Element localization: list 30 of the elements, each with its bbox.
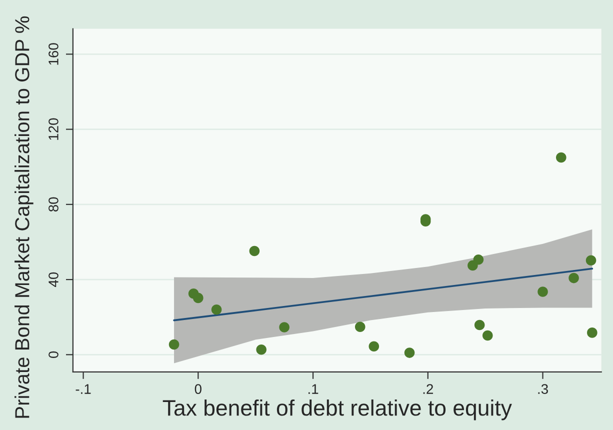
point <box>211 304 222 315</box>
x-tick-label: 0 <box>194 384 202 394</box>
x-tick-label: .3 <box>538 384 548 394</box>
line-series <box>173 268 594 322</box>
point <box>249 246 260 256</box>
point <box>368 341 380 352</box>
point <box>473 254 484 265</box>
point <box>586 255 596 266</box>
y-tick-label: 120 <box>48 118 58 140</box>
point <box>538 286 548 297</box>
point <box>354 322 366 332</box>
point <box>193 292 204 304</box>
point <box>482 330 493 341</box>
x-tick-label: .1 <box>308 384 318 394</box>
x-tick-label: .2 <box>423 384 433 394</box>
y-tick-label: 40 <box>48 272 58 287</box>
x-axis-title: Tax benefit of debt relative to equity <box>162 399 512 420</box>
y-tick-label: 80 <box>48 197 58 212</box>
point <box>556 152 566 163</box>
point <box>474 320 485 330</box>
point <box>404 348 415 358</box>
y-tick-label: 0 <box>48 351 58 358</box>
point <box>256 344 266 355</box>
point <box>168 339 180 350</box>
point <box>587 328 598 338</box>
point <box>279 322 290 332</box>
y-tick-label: 160 <box>48 43 58 65</box>
point <box>568 272 579 284</box>
y-axis-title: Private Bond Market Capitalization to GDP % <box>14 16 34 418</box>
x-tick-label: -.1 <box>76 384 91 394</box>
